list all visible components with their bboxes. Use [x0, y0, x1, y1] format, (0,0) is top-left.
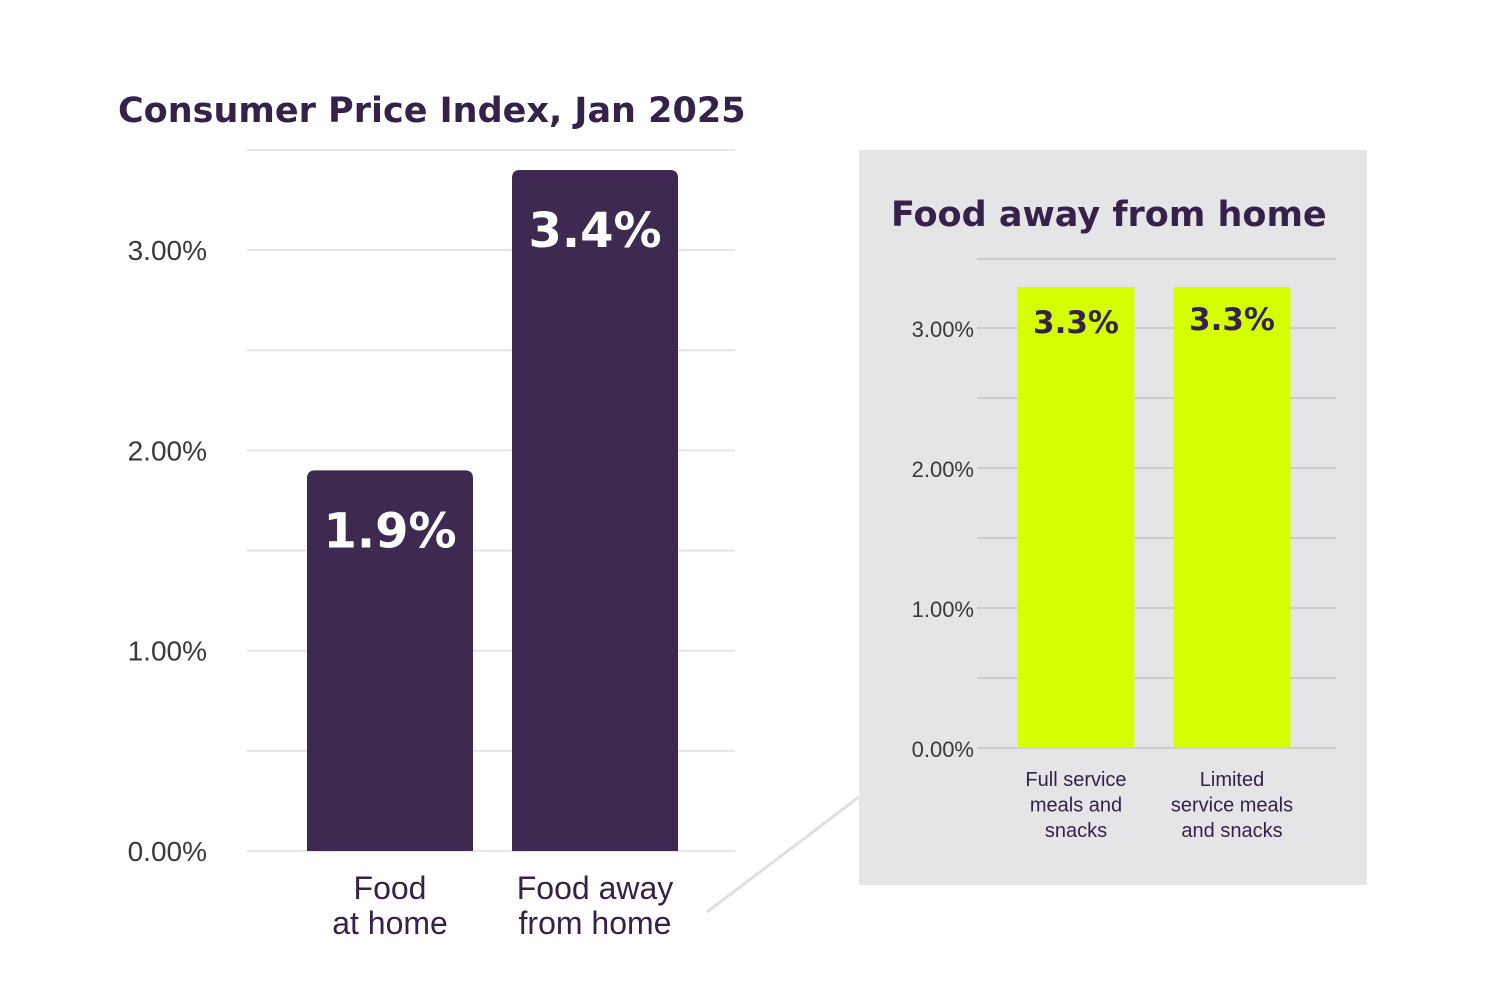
- main-category-label: at home: [332, 905, 448, 941]
- main-y-tick-label: 1.00%: [128, 636, 207, 667]
- main-bars: [307, 169, 678, 852]
- inset-chart-title: Food away from home: [891, 195, 1327, 235]
- inset-connector-line: [706, 795, 860, 914]
- main-y-axis-ticks: 0.00% 1.00% 2.00% 3.00%: [128, 235, 207, 867]
- inset-category-label: and snacks: [1181, 820, 1282, 842]
- inset-bar: [1017, 287, 1135, 748]
- main-y-tick-label: 3.00%: [128, 235, 207, 266]
- main-bar: [307, 470, 473, 851]
- inset-category-label: Full service: [1025, 769, 1126, 791]
- inset-category-label: snacks: [1045, 820, 1107, 842]
- main-bar: [512, 169, 678, 852]
- inset-category-label: meals and: [1030, 795, 1122, 817]
- main-y-tick-label: 0.00%: [128, 836, 207, 867]
- inset-category-label: service meals: [1171, 795, 1293, 817]
- inset-y-tick-label: 3.00%: [912, 317, 974, 342]
- main-chart-title: Consumer Price Index, Jan 2025: [118, 91, 746, 131]
- inset-y-tick-label: 0.00%: [912, 737, 974, 762]
- main-bar-value-label: 3.4%: [528, 203, 661, 259]
- inset-y-tick-label: 1.00%: [912, 597, 974, 622]
- main-y-tick-label: 2.00%: [128, 435, 207, 466]
- inset-data-labels: 3.3% 3.3%: [1033, 302, 1275, 341]
- inset-bar-value-label: 3.3%: [1033, 305, 1119, 341]
- inset-bar-value-label: 3.3%: [1189, 302, 1275, 338]
- main-category-label: Food away: [517, 870, 674, 906]
- inset-x-axis-labels: Full service meals and snacks Limited servic…: [1025, 769, 1293, 842]
- inset-bar: [1173, 287, 1291, 748]
- main-category-label: from home: [519, 905, 672, 941]
- main-bar-value-label: 1.9%: [323, 503, 456, 559]
- inset-category-label: Limited: [1200, 769, 1264, 791]
- inset-y-axis-ticks: 0.00% 1.00% 2.00% 3.00%: [912, 317, 974, 762]
- inset-y-tick-label: 2.00%: [912, 457, 974, 482]
- main-data-labels: 1.9% 3.4%: [323, 203, 661, 559]
- inset-bars: [1017, 287, 1291, 748]
- main-category-label: Food: [354, 870, 427, 906]
